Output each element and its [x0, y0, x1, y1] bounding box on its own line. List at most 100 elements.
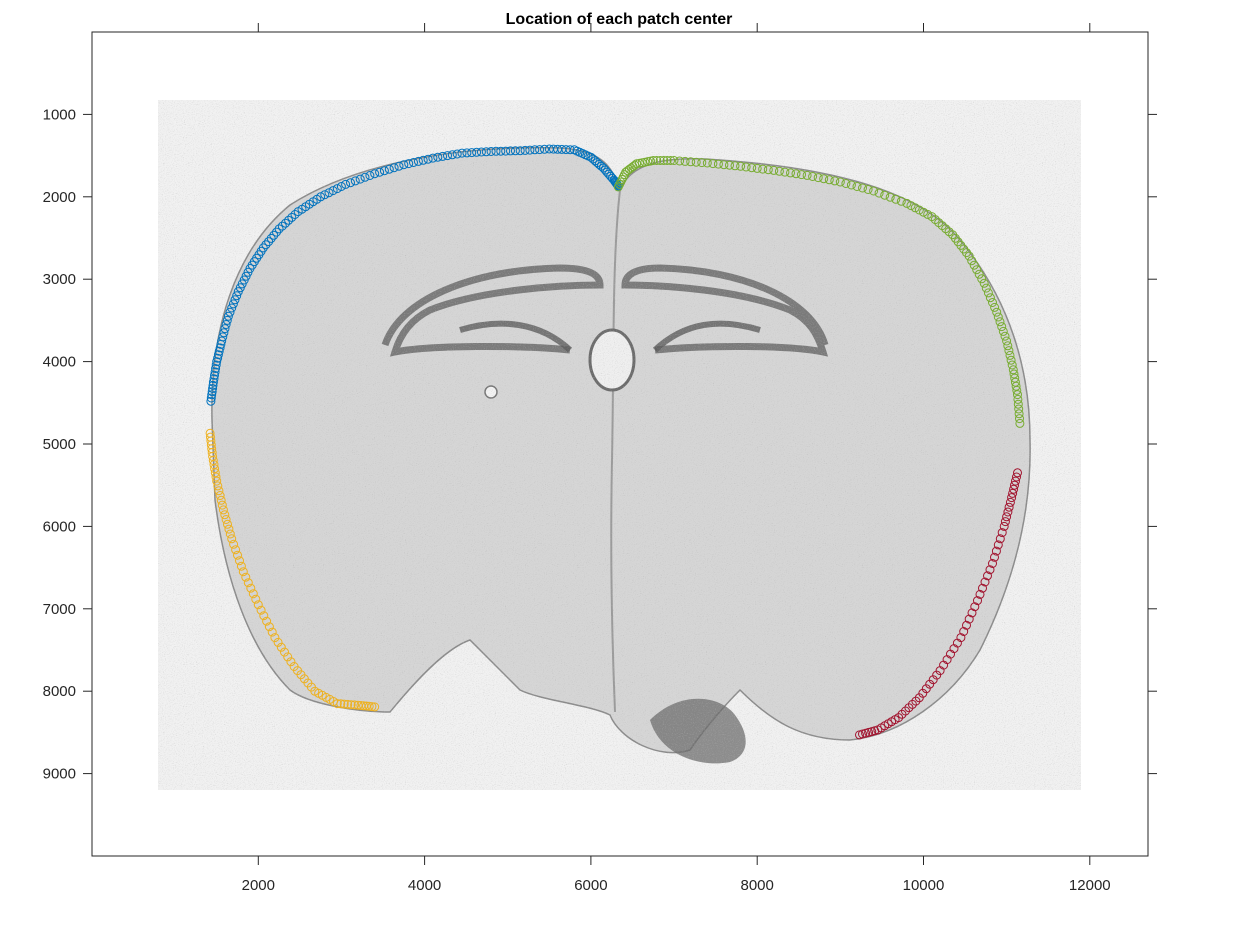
y-tick-label: 4000 — [43, 354, 76, 371]
data-point — [972, 265, 982, 275]
data-point — [510, 146, 520, 156]
data-point — [228, 299, 238, 309]
y-tick-label: 5000 — [43, 436, 76, 453]
data-point — [266, 233, 276, 243]
x-tick-label: 2000 — [242, 877, 275, 894]
data-point — [262, 616, 272, 626]
data-point — [428, 153, 438, 163]
data-point — [207, 390, 217, 400]
data-point — [808, 172, 818, 181]
data-point — [885, 192, 895, 202]
data-point — [967, 256, 977, 266]
data-point — [217, 500, 227, 510]
data-point — [215, 343, 225, 353]
data-point — [220, 324, 230, 334]
data-point — [394, 161, 404, 171]
data-point — [246, 583, 256, 593]
data-point — [1013, 468, 1022, 478]
data-point — [346, 178, 355, 188]
data-point — [880, 190, 890, 200]
data-point — [1010, 480, 1019, 490]
data-point — [988, 559, 997, 568]
y-tick-label: 9000 — [43, 766, 76, 783]
data-point — [274, 224, 284, 234]
data-point — [206, 393, 216, 403]
data-point — [786, 168, 795, 178]
data-point — [874, 188, 884, 198]
data-point — [235, 556, 244, 566]
data-point — [791, 169, 801, 179]
data-point — [616, 177, 626, 187]
data-point — [894, 713, 904, 723]
data-point — [218, 332, 228, 342]
data-point — [280, 647, 289, 657]
data-point — [1009, 484, 1019, 494]
data-point — [208, 384, 218, 393]
x-axis: 2000 4000 6000 8000 10000 12000 — [242, 23, 1111, 894]
scatter-series-layer — [205, 144, 1025, 740]
data-point — [384, 164, 394, 174]
data-point — [208, 380, 218, 390]
data-point — [277, 221, 287, 231]
data-point — [962, 620, 971, 630]
data-point — [906, 201, 916, 211]
data-point — [565, 145, 575, 155]
data-point — [993, 540, 1003, 550]
series-2 — [613, 156, 1025, 428]
data-point — [655, 156, 665, 165]
x-tick-label: 4000 — [408, 877, 441, 894]
data-point — [316, 192, 326, 202]
data-point — [506, 146, 515, 156]
data-point — [863, 185, 873, 194]
data-point — [914, 205, 924, 215]
data-point — [896, 196, 906, 206]
data-point — [613, 182, 623, 192]
data-point — [1002, 336, 1012, 346]
data-point — [248, 589, 258, 599]
data-point — [389, 163, 399, 173]
data-point — [659, 156, 669, 165]
data-point — [212, 357, 222, 367]
data-point — [210, 468, 220, 478]
data-point — [1013, 390, 1022, 400]
data-point — [243, 578, 253, 588]
data-point — [680, 156, 690, 166]
data-point — [780, 167, 790, 177]
data-point — [332, 184, 342, 194]
data-point — [207, 387, 217, 397]
data-point — [730, 161, 740, 171]
data-point — [328, 186, 338, 196]
data-point — [975, 589, 985, 599]
series-4 — [855, 468, 1022, 740]
data-point — [324, 188, 334, 198]
data-point — [208, 377, 218, 387]
data-point — [264, 237, 274, 247]
data-point — [212, 476, 222, 486]
data-point — [360, 172, 370, 182]
data-point — [223, 311, 233, 321]
data-point — [241, 572, 251, 582]
y-axis: 1000 2000 3000 4000 5000 6000 7000 8000 9000 — [43, 106, 1157, 783]
data-point — [980, 577, 990, 587]
data-point — [259, 611, 269, 621]
data-point — [264, 622, 274, 632]
data-point — [467, 148, 477, 158]
data-point — [223, 519, 232, 529]
data-point — [691, 157, 701, 167]
data-point — [355, 174, 365, 184]
data-point — [835, 177, 845, 187]
brain-section-image — [158, 100, 1081, 790]
data-point — [206, 396, 216, 406]
data-point — [276, 642, 286, 652]
data-point — [991, 546, 1001, 556]
data-point — [1007, 493, 1017, 503]
data-point — [741, 162, 751, 172]
data-point — [261, 240, 271, 250]
data-point — [370, 169, 380, 179]
data-point — [911, 696, 921, 706]
data-point — [217, 336, 227, 346]
data-point — [253, 600, 263, 610]
data-point — [979, 278, 989, 288]
data-point — [365, 171, 375, 180]
y-tick-label: 3000 — [43, 271, 76, 288]
